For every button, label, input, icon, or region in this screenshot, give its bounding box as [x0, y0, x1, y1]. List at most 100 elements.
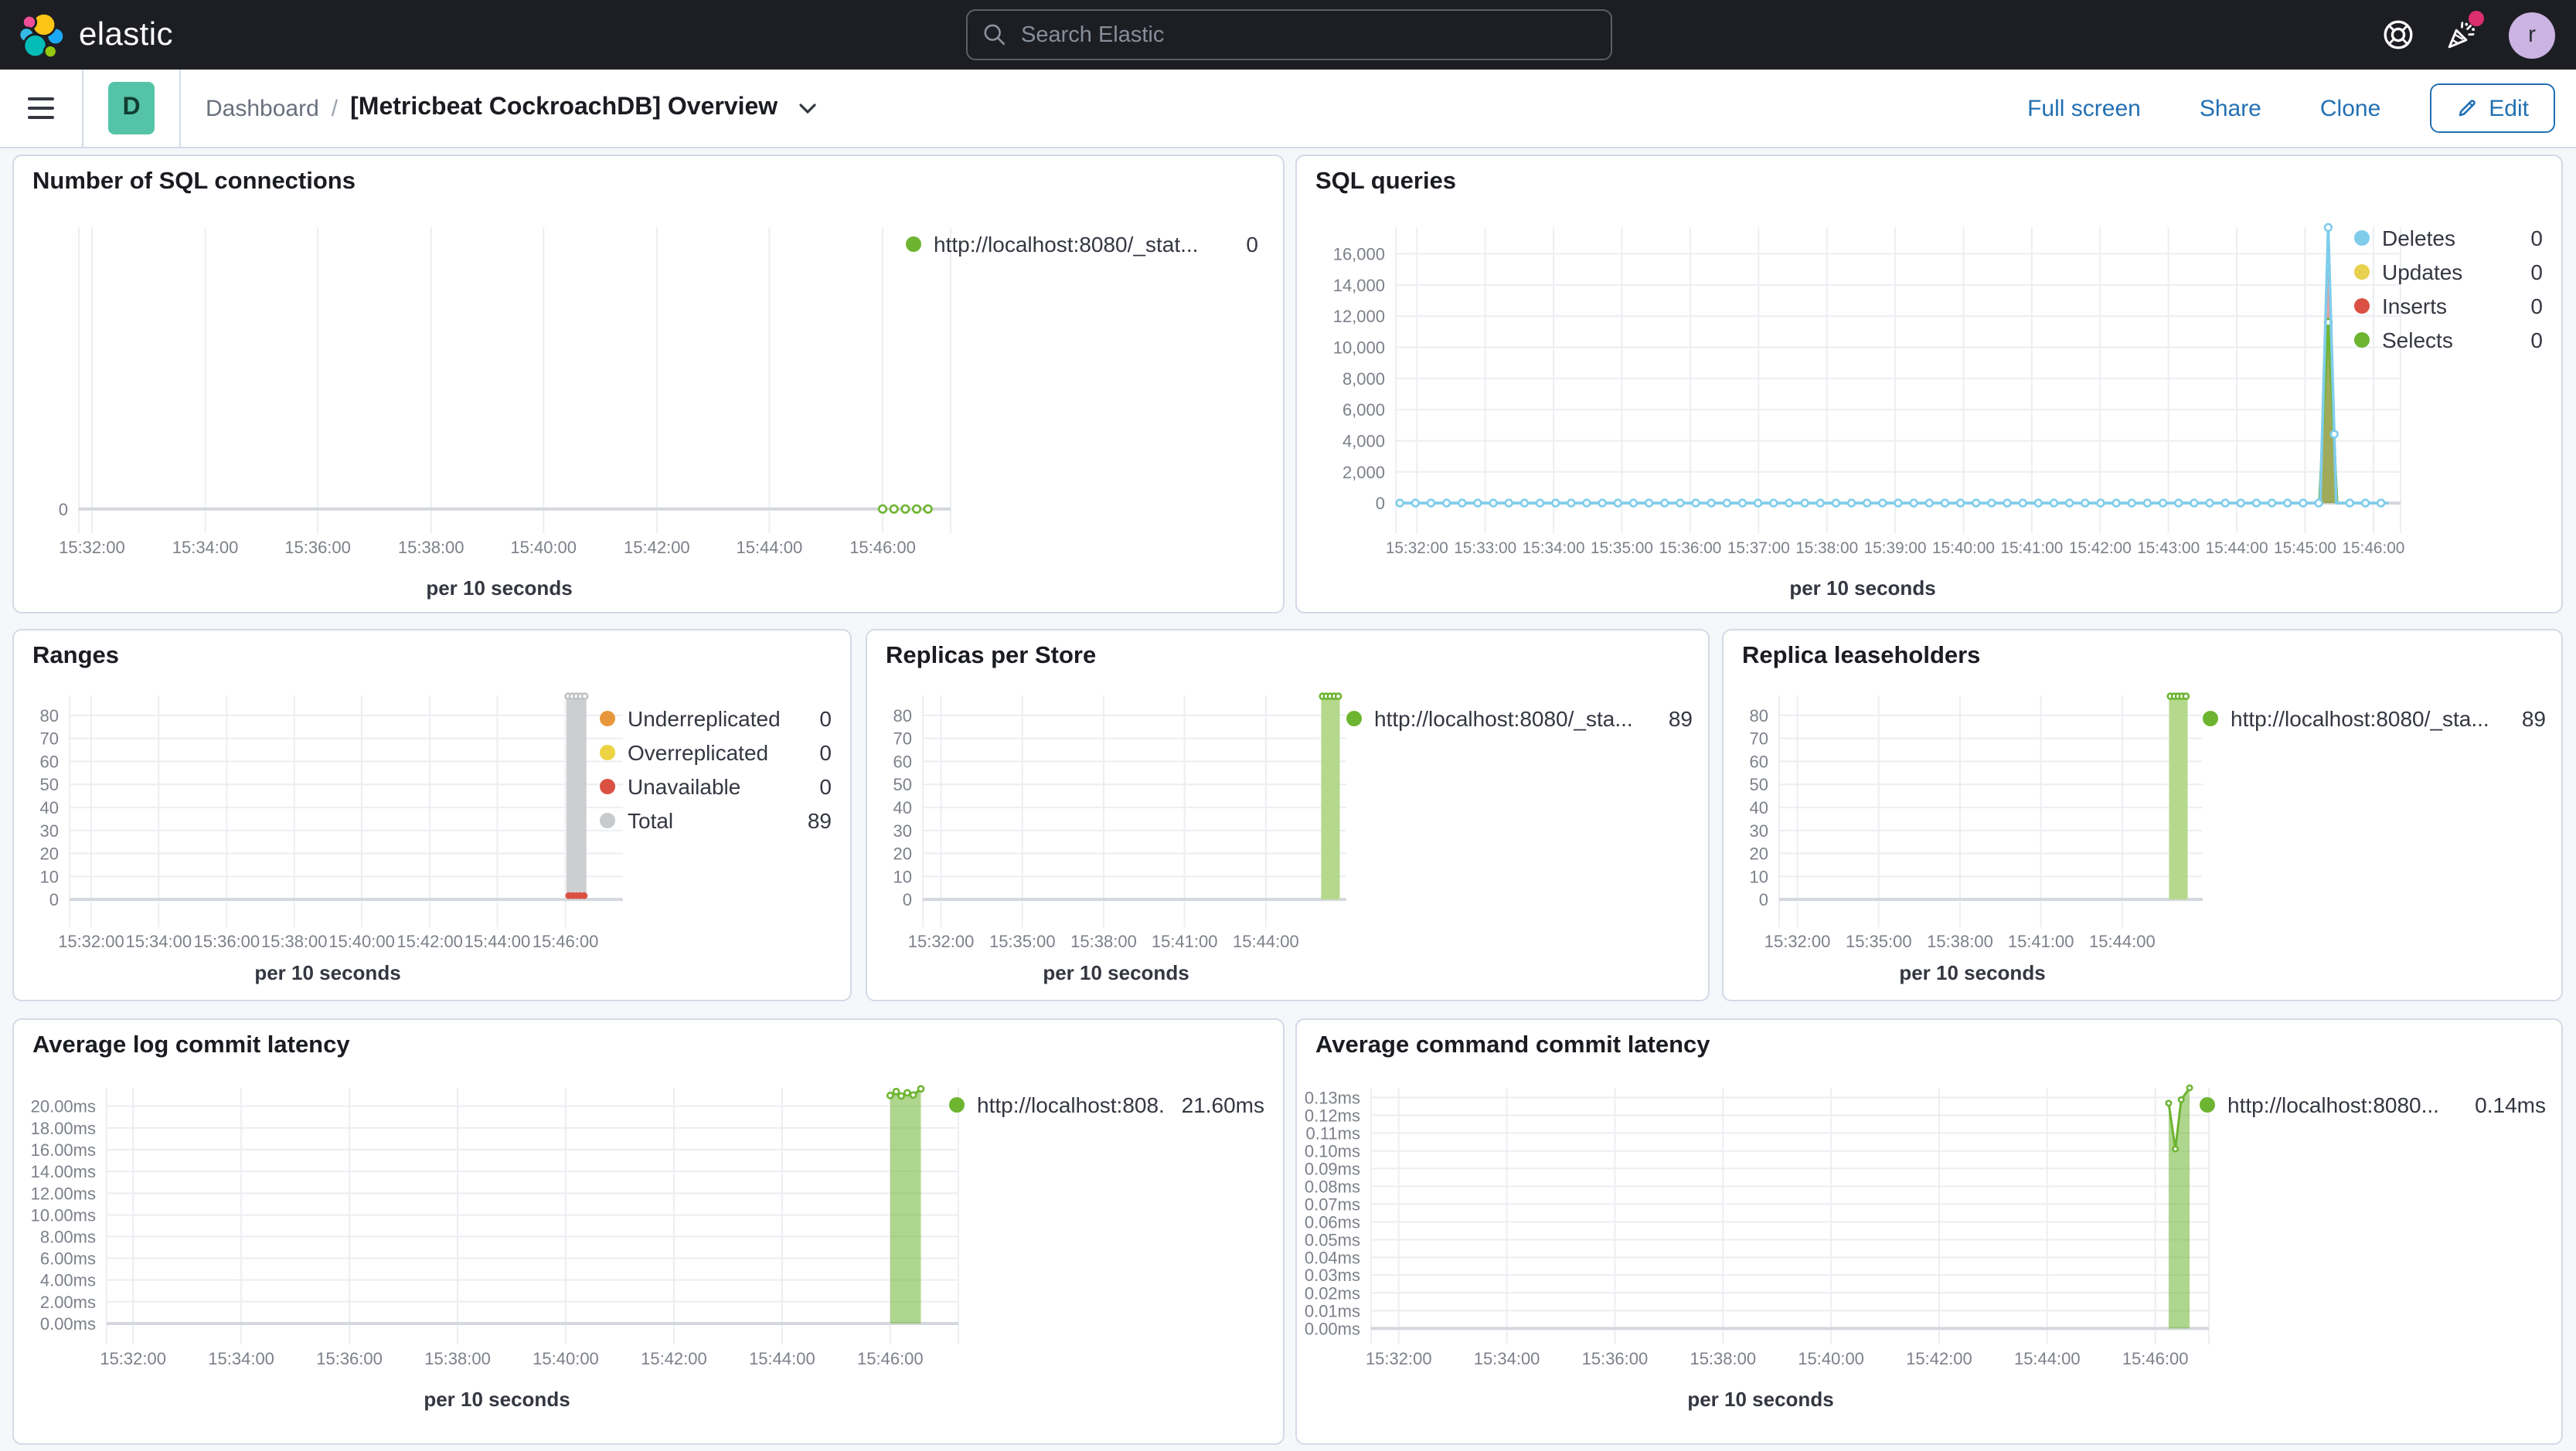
svg-text:15:46:00: 15:46:00 [849, 538, 916, 557]
svg-text:15:41:00: 15:41:00 [1152, 932, 1218, 951]
legend-label: http://localhost:808... [977, 1092, 1166, 1117]
elastic-logo-icon [19, 12, 65, 58]
full-screen-button[interactable]: Full screen [2018, 93, 2150, 123]
legend-label: http://localhost:8080/_sta... [2231, 706, 2489, 731]
dashboard-app-badge[interactable]: D [108, 82, 155, 134]
breadcrumb-dashboard-link[interactable]: Dashboard [206, 95, 319, 121]
legend-item[interactable]: http://localhost:8080... 0.14ms [2200, 1088, 2546, 1122]
legend-item[interactable]: Selects 0 [2354, 323, 2543, 357]
panel-average-command-commit-latency: Average command commit latency 0.13ms 0.1… [1295, 1018, 2563, 1445]
svg-text:16,000: 16,000 [1333, 245, 1385, 264]
replicas-chart[interactable]: 80 70 60 50 40 30 20 10 0 15:32:00 15:35:00 15:38:0… [870, 686, 1362, 958]
pencil-icon [2459, 100, 2476, 117]
svg-text:15:41:00: 15:41:00 [2008, 932, 2074, 951]
svg-text:15:42:00: 15:42:00 [641, 1349, 707, 1368]
svg-text:15:36:00: 15:36:00 [284, 538, 351, 557]
svg-text:15:44:00: 15:44:00 [749, 1349, 815, 1368]
connections-chart[interactable]: 0 15:32:00 15:34:00 15:36:00 15:38:00 15:40:0… [26, 218, 972, 564]
legend-item[interactable]: Updates 0 [2354, 255, 2543, 289]
svg-text:40: 40 [893, 798, 912, 817]
svg-text:16.00ms: 16.00ms [31, 1140, 96, 1160]
panel-title: Average log commit latency [32, 1032, 350, 1059]
command-commit-latency-legend: http://localhost:8080... 0.14ms [2200, 1088, 2546, 1122]
panel-title: Number of SQL connections [32, 168, 356, 195]
search-input[interactable] [1018, 21, 1594, 49]
svg-text:15:44:00: 15:44:00 [737, 538, 803, 557]
legend-item[interactable]: http://localhost:808... 21.60ms [949, 1088, 1264, 1122]
leaseholders-chart[interactable]: 80 70 60 50 40 30 20 10 0 15:32:00 15:35:00 15:38:0… [1727, 686, 2218, 958]
svg-text:80: 80 [893, 706, 912, 726]
svg-text:15:34:00: 15:34:00 [125, 932, 192, 951]
svg-text:15:40:00: 15:40:00 [533, 1349, 599, 1368]
global-search[interactable] [965, 9, 1611, 60]
svg-text:20: 20 [893, 844, 912, 863]
svg-text:50: 50 [40, 775, 59, 794]
newsfeed-button[interactable] [2445, 11, 2484, 51]
svg-text:0.13ms: 0.13ms [1305, 1088, 1360, 1107]
svg-text:60: 60 [40, 753, 59, 772]
edit-button[interactable]: Edit [2430, 83, 2555, 133]
svg-text:15:38:00: 15:38:00 [424, 1349, 491, 1368]
svg-text:10,000: 10,000 [1333, 338, 1385, 358]
svg-text:15:44:00: 15:44:00 [2014, 1349, 2081, 1368]
legend-item[interactable]: Total 89 [600, 804, 832, 838]
svg-text:8,000: 8,000 [1342, 369, 1385, 389]
sql-queries-chart[interactable]: 16,000 14,000 12,000 10,000 8,000 6,000 4,000 2… [1309, 218, 2416, 564]
legend-item[interactable]: Deletes 0 [2354, 221, 2543, 255]
command-commit-latency-chart[interactable]: 0.13ms 0.12ms 0.11ms 0.10ms 0.09ms 0.08ms 0.07… [1297, 1079, 2224, 1375]
ranges-legend: Underreplicated 0 Overreplicated 0 Unavailab… [600, 702, 832, 838]
page-title[interactable]: [Metricbeat CockroachDB] Overview [350, 94, 778, 121]
svg-text:6,000: 6,000 [1342, 400, 1385, 420]
svg-text:0.12ms: 0.12ms [1305, 1106, 1360, 1126]
user-avatar-button[interactable]: r [2509, 12, 2555, 58]
replicas-legend: http://localhost:8080/_sta... 89 [1346, 702, 1693, 736]
svg-text:8.00ms: 8.00ms [40, 1227, 96, 1246]
legend-item[interactable]: Underreplicated 0 [600, 702, 832, 736]
legend-value: 0.14ms [2475, 1092, 2546, 1117]
avatar-initial: r [2528, 22, 2536, 48]
legend-label: Inserts [2382, 294, 2448, 318]
svg-text:0.08ms: 0.08ms [1305, 1177, 1360, 1196]
svg-text:15:38:00: 15:38:00 [1927, 932, 1993, 951]
svg-text:15:32:00: 15:32:00 [59, 538, 125, 557]
svg-text:15:44:00: 15:44:00 [2206, 539, 2268, 557]
x-axis-title: per 10 seconds [254, 961, 401, 984]
menu-button[interactable] [0, 97, 82, 119]
svg-text:15:34:00: 15:34:00 [208, 1349, 274, 1368]
svg-text:14,000: 14,000 [1333, 276, 1385, 295]
svg-text:80: 80 [1750, 706, 1768, 726]
party-popper-icon [2448, 22, 2476, 49]
legend-item[interactable]: Inserts 0 [2354, 289, 2543, 323]
panel-title: SQL queries [1315, 168, 1457, 195]
svg-text:80: 80 [40, 706, 59, 726]
svg-text:2.00ms: 2.00ms [40, 1293, 96, 1312]
series-color-dot [600, 779, 615, 794]
svg-text:70: 70 [1750, 729, 1768, 749]
legend-item[interactable]: http://localhost:8080/_stat... 0 [906, 227, 1258, 261]
svg-text:15:43:00: 15:43:00 [2137, 539, 2200, 557]
svg-text:15:32:00: 15:32:00 [908, 932, 975, 951]
legend-label: Overreplicated [628, 740, 769, 765]
clone-button[interactable]: Clone [2311, 93, 2390, 123]
legend-value: 0 [2530, 294, 2543, 318]
sql-queries-legend: Deletes 0 Updates 0 Inserts 0 Selects 0 [2354, 221, 2543, 357]
svg-text:40: 40 [1750, 798, 1768, 817]
svg-text:15:35:00: 15:35:00 [1591, 539, 1653, 557]
legend-item[interactable]: http://localhost:8080/_sta... 89 [1346, 702, 1693, 736]
ranges-chart[interactable]: 80 70 60 50 40 30 20 10 0 15:32:00 15:34:00 15:36:0… [17, 686, 638, 958]
x-axis-title: per 10 seconds [1043, 961, 1189, 984]
dashboard-grid: Number of SQL connections 0 15:32:00 15:34… [0, 147, 2576, 1451]
elastic-home-link[interactable]: elastic [0, 12, 173, 58]
log-commit-latency-chart[interactable]: 20.00ms 18.00ms 16.00ms 14.00ms 12.00ms 10.00… [14, 1079, 980, 1375]
svg-text:50: 50 [893, 775, 912, 794]
legend-item[interactable]: http://localhost:8080/_sta... 89 [2203, 702, 2546, 736]
share-button[interactable]: Share [2190, 93, 2271, 123]
svg-text:30: 30 [1750, 821, 1768, 841]
legend-item[interactable]: Overreplicated 0 [600, 736, 832, 770]
legend-item[interactable]: Unavailable 0 [600, 770, 832, 804]
title-menu-button[interactable] [799, 103, 816, 114]
series-color-dot [906, 236, 921, 252]
header-icons: r [2382, 11, 2576, 58]
help-button[interactable] [2382, 19, 2414, 51]
